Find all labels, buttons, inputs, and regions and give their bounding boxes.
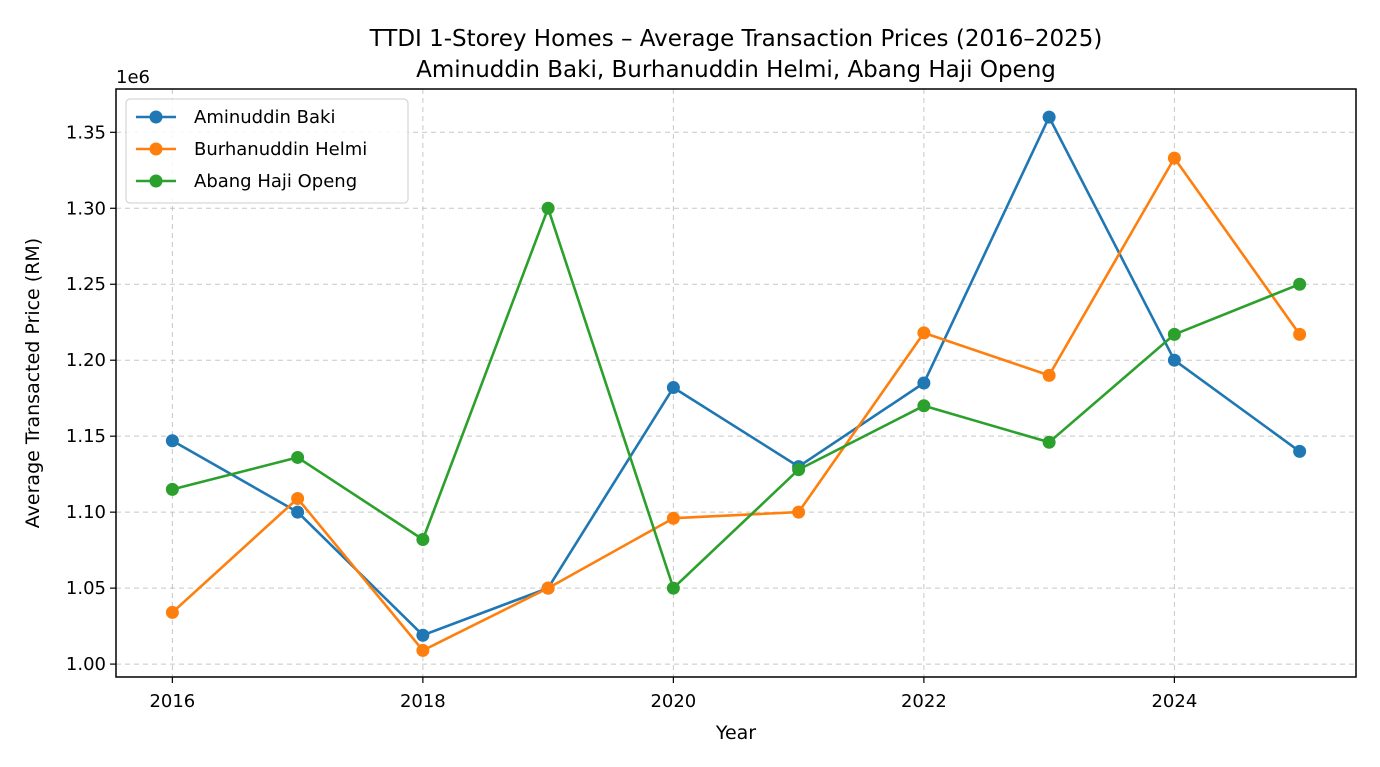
y-axis-ticks: 1.00 1.05 1.10 1.15 1.20 1.25 1.30 1.35: [66, 122, 116, 675]
legend-label: Burhanuddin Helmi: [194, 139, 367, 160]
y-axis-label: Average Transacted Price (RM): [22, 238, 44, 528]
x-tick-label: 2020: [650, 691, 696, 712]
grid-lines: [116, 89, 1356, 677]
data-point: [666, 581, 680, 595]
y-tick-label: 1.00: [66, 654, 106, 675]
series-line: [172, 207, 1301, 590]
x-tick-label: 2024: [1151, 691, 1197, 712]
y-tick-label: 1.25: [66, 274, 106, 295]
data-point: [792, 463, 806, 477]
data-point: [792, 505, 806, 519]
data-point: [1293, 277, 1307, 291]
legend: Aminuddin Baki Burhanuddin Helmi Abang Haj…: [125, 98, 409, 204]
x-axis-label: Year: [715, 722, 756, 744]
data-point: [1042, 368, 1056, 382]
data-point: [1167, 151, 1181, 165]
x-axis-ticks: 2016 2018 2020 2022 2024: [149, 677, 1197, 712]
series-line: [171, 156, 1301, 652]
data-point: [917, 376, 931, 390]
data-point: [917, 399, 931, 413]
legend-box: [125, 98, 409, 204]
plot-frame: [115, 88, 1357, 678]
data-point: [291, 491, 305, 505]
legend-label: Aminuddin Baki: [194, 107, 335, 128]
data-point: [541, 581, 555, 595]
chart-title: TTDI 1-Storey Homes – Average Transactio…: [369, 26, 1103, 52]
x-tick-label: 2016: [149, 691, 195, 712]
data-point: [1167, 327, 1181, 341]
data-point: [917, 326, 931, 340]
data-point: [1042, 110, 1056, 124]
data-point: [541, 201, 555, 215]
data-point: [416, 643, 430, 657]
y-tick-label: 1.15: [66, 426, 106, 447]
y-tick-label: 1.35: [66, 122, 106, 143]
y-tick-label: 1.20: [66, 350, 106, 371]
data-point: [165, 605, 179, 619]
legend-label: Abang Haji Openg: [194, 171, 357, 192]
x-tick-label: 2018: [400, 691, 446, 712]
chart-subtitle: Aminuddin Baki, Burhanuddin Helmi, Abang…: [416, 57, 1056, 83]
data-point: [1167, 353, 1181, 367]
data-point: [291, 450, 305, 464]
series-lines: [165, 110, 1307, 657]
x-tick-label: 2022: [901, 691, 947, 712]
data-point: [416, 628, 430, 642]
data-point: [165, 482, 179, 496]
legend-swatch-marker: [149, 110, 163, 124]
y-tick-label: 1.10: [66, 502, 106, 523]
data-point: [165, 434, 179, 448]
y-offset-label: 1e6: [116, 67, 150, 88]
data-point: [291, 505, 305, 519]
data-point: [1293, 444, 1307, 458]
legend-swatch-marker: [149, 142, 163, 156]
data-point: [416, 532, 430, 546]
data-point: [1293, 327, 1307, 341]
data-point: [666, 381, 680, 395]
y-tick-label: 1.30: [66, 198, 106, 219]
data-point: [1042, 435, 1056, 449]
data-point: [666, 511, 680, 525]
y-tick-label: 1.05: [66, 578, 106, 599]
legend-swatch-marker: [149, 174, 163, 188]
